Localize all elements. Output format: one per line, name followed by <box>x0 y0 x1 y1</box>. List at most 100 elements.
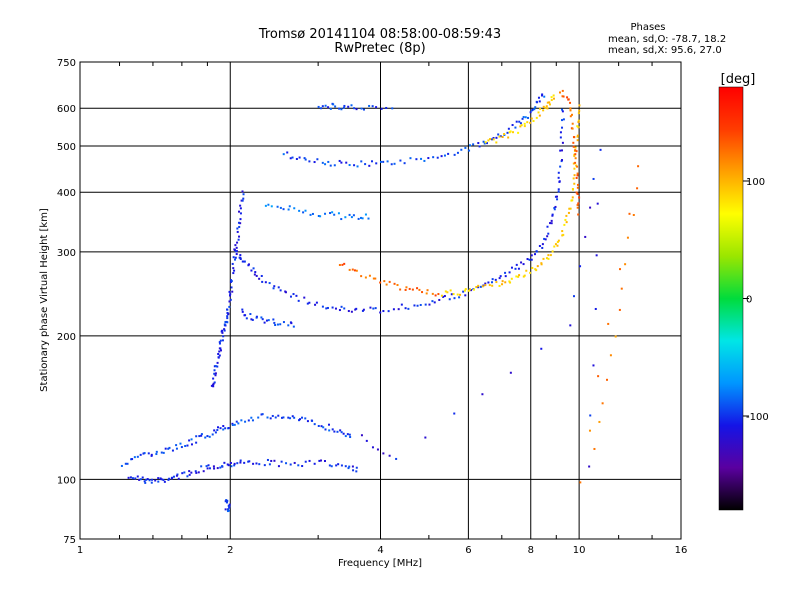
data-point <box>569 107 572 110</box>
data-point <box>484 282 487 285</box>
data-point <box>501 136 504 139</box>
data-point <box>576 203 579 206</box>
data-point <box>164 447 167 450</box>
data-point <box>420 157 423 160</box>
data-point <box>212 382 215 385</box>
data-point <box>143 480 146 483</box>
data-point <box>206 467 209 470</box>
x-tick-label: 4 <box>377 545 383 556</box>
data-point <box>522 263 525 266</box>
data-point <box>146 478 149 481</box>
data-point <box>258 463 261 466</box>
data-point <box>574 149 577 152</box>
data-point <box>325 307 328 310</box>
data-point <box>372 277 375 280</box>
data-point <box>572 162 575 165</box>
data-points <box>120 89 640 513</box>
data-point <box>433 301 436 304</box>
data-point <box>557 188 560 191</box>
data-point <box>331 306 334 309</box>
data-point <box>243 461 246 464</box>
data-point <box>240 199 243 202</box>
data-point <box>637 165 640 168</box>
data-point <box>219 347 222 350</box>
data-point <box>309 213 312 216</box>
data-point <box>393 282 396 285</box>
data-point <box>520 124 523 127</box>
data-point <box>531 108 534 111</box>
data-point <box>155 453 158 456</box>
data-point <box>560 160 563 163</box>
data-point <box>241 308 244 311</box>
y-tick-label: 500 <box>57 142 76 153</box>
data-point <box>214 372 217 375</box>
data-point <box>287 208 290 211</box>
data-point <box>218 354 221 357</box>
data-point <box>364 276 367 279</box>
data-point <box>136 475 139 478</box>
data-point <box>139 478 142 481</box>
data-point <box>397 308 400 311</box>
data-point <box>579 481 582 484</box>
data-point <box>202 470 205 473</box>
data-point <box>282 153 285 156</box>
data-point <box>228 305 231 308</box>
data-point <box>219 339 222 342</box>
data-point <box>289 463 292 466</box>
data-point <box>597 375 600 378</box>
data-point <box>320 107 323 110</box>
data-point <box>324 163 327 166</box>
data-point <box>257 416 260 419</box>
data-point <box>348 465 351 468</box>
data-point <box>453 297 456 300</box>
data-point <box>180 446 183 449</box>
data-point <box>177 477 180 480</box>
data-point <box>347 467 350 470</box>
data-point <box>226 317 229 320</box>
data-point <box>434 294 437 297</box>
data-point <box>372 307 375 310</box>
data-point <box>577 213 580 216</box>
data-point <box>557 239 560 242</box>
y-tick-label: 750 <box>57 58 76 69</box>
data-point <box>227 464 230 467</box>
data-point <box>352 469 355 472</box>
data-point <box>355 470 358 473</box>
data-point <box>354 308 357 311</box>
data-point <box>219 466 222 469</box>
data-point <box>145 478 148 481</box>
data-point <box>576 139 579 142</box>
data-point <box>162 478 165 481</box>
data-point <box>368 274 371 277</box>
data-point <box>472 143 475 146</box>
data-point <box>242 197 245 200</box>
data-point <box>467 289 470 292</box>
data-point <box>443 295 446 298</box>
data-point <box>490 281 493 284</box>
data-point <box>150 453 153 456</box>
data-point <box>390 163 393 166</box>
data-point <box>232 272 235 275</box>
data-point <box>506 131 509 134</box>
y-tick-label: 400 <box>57 188 76 199</box>
data-point <box>330 465 333 468</box>
data-point <box>212 465 215 468</box>
data-point <box>306 420 309 423</box>
data-point <box>320 425 323 428</box>
data-point <box>508 271 511 274</box>
data-point <box>484 284 487 287</box>
data-point <box>421 291 424 294</box>
data-point <box>347 310 350 313</box>
data-point <box>233 269 236 272</box>
data-point <box>285 462 288 465</box>
data-point <box>477 284 480 287</box>
data-point <box>548 101 551 104</box>
data-point <box>148 479 151 482</box>
data-point <box>514 126 517 129</box>
data-point <box>416 287 419 290</box>
data-point <box>561 149 564 152</box>
data-point <box>538 100 541 103</box>
data-point <box>426 289 429 292</box>
data-point <box>382 452 385 455</box>
data-point <box>308 301 311 304</box>
